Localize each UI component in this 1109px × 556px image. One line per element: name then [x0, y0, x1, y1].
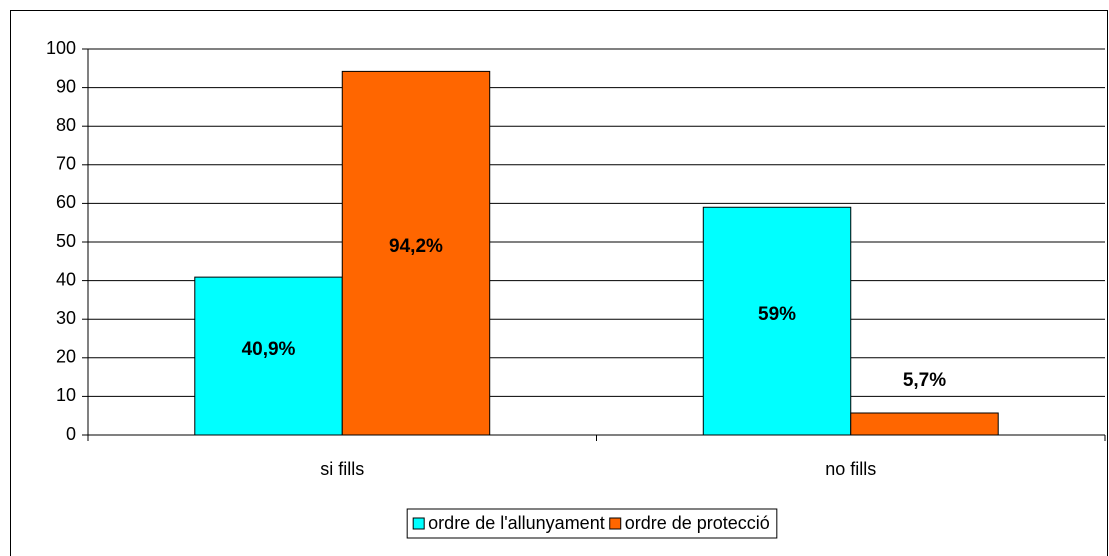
legend-label: ordre de l'allunyament — [428, 513, 605, 533]
y-tick-label: 50 — [56, 231, 76, 251]
bar — [850, 412, 999, 436]
y-tick-label: 60 — [56, 192, 76, 212]
y-tick-label: 30 — [56, 308, 76, 328]
y-tick-label: 90 — [56, 76, 76, 96]
value-label: 59% — [758, 304, 796, 325]
y-tick-label: 40 — [56, 269, 76, 289]
y-tick-label: 100 — [46, 38, 76, 58]
y-tick-label: 10 — [56, 385, 76, 405]
x-tick-label: no fills — [825, 459, 876, 479]
chart-border — [10, 10, 1108, 556]
value-label: 94,2% — [389, 236, 443, 257]
legend-label: ordre de protecció — [625, 513, 770, 533]
x-tick-label: si fills — [320, 459, 364, 479]
legend: ordre de l'allunyament ordre de protecció — [406, 508, 778, 539]
y-tick-label: 80 — [56, 115, 76, 135]
value-label: 5,7% — [903, 370, 946, 391]
y-tick-label: 70 — [56, 154, 76, 174]
legend-swatch — [412, 517, 425, 530]
value-label: 40,9% — [242, 339, 296, 360]
legend-swatch — [609, 517, 622, 530]
y-tick-label: 0 — [66, 424, 76, 444]
bar — [341, 70, 491, 436]
legend-box — [406, 508, 778, 539]
y-tick-label: 20 — [56, 347, 76, 367]
bar — [702, 206, 852, 436]
